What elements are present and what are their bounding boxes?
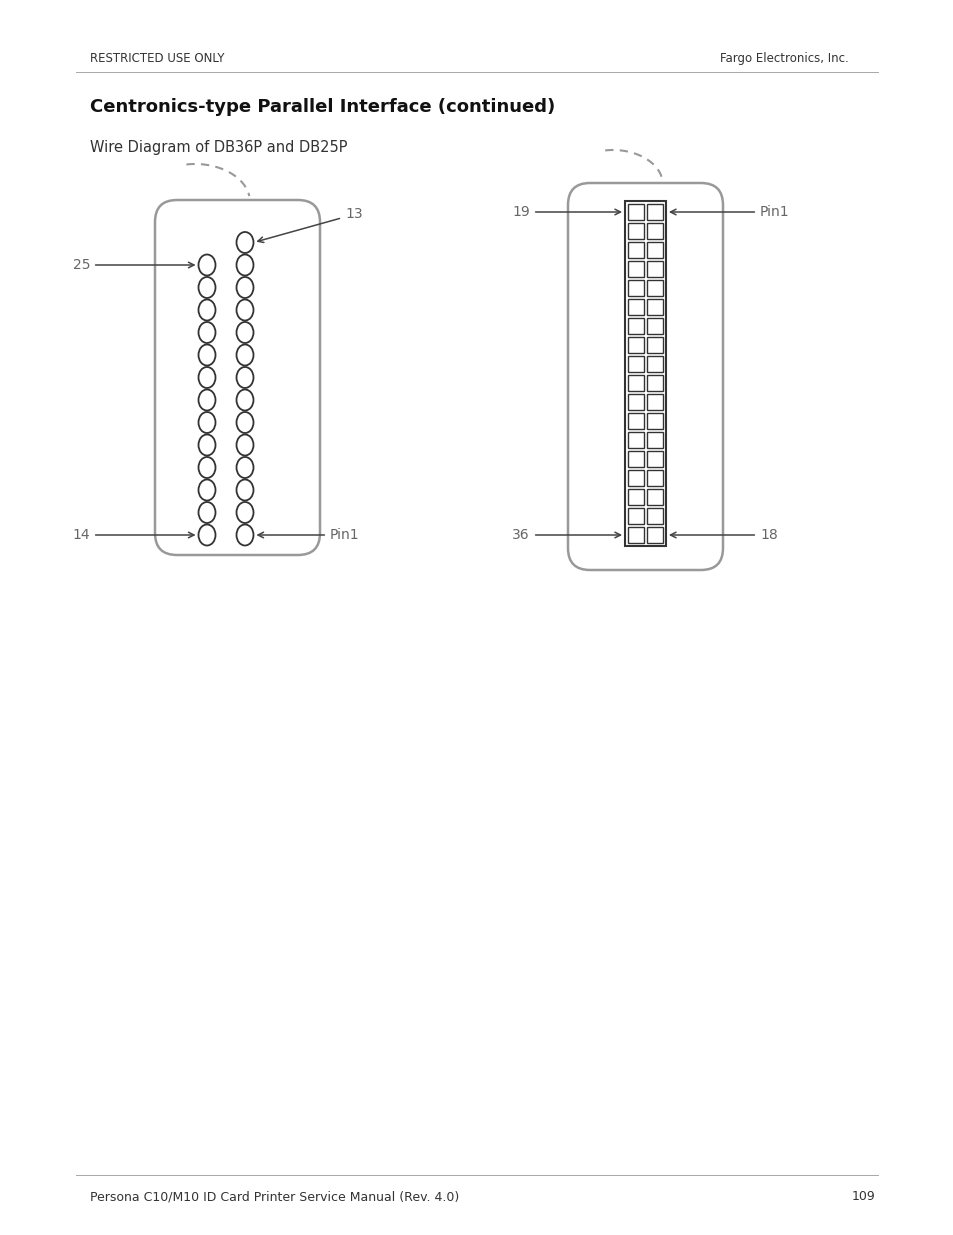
Bar	[646, 471, 662, 487]
Ellipse shape	[198, 254, 215, 275]
Bar	[646, 204, 662, 220]
Bar	[627, 280, 643, 296]
Ellipse shape	[198, 389, 215, 410]
Bar	[646, 412, 662, 429]
Bar	[624, 201, 665, 546]
Ellipse shape	[236, 435, 253, 456]
Bar	[627, 261, 643, 277]
Ellipse shape	[198, 277, 215, 298]
Bar	[627, 242, 643, 258]
Ellipse shape	[236, 322, 253, 343]
Ellipse shape	[198, 501, 215, 522]
Bar	[646, 337, 662, 353]
Text: 18: 18	[670, 529, 777, 542]
Text: 13: 13	[257, 207, 362, 242]
Bar	[646, 394, 662, 410]
Ellipse shape	[198, 479, 215, 500]
Ellipse shape	[198, 345, 215, 366]
Ellipse shape	[236, 457, 253, 478]
Text: RESTRICTED USE ONLY: RESTRICTED USE ONLY	[90, 52, 224, 65]
Bar	[627, 317, 643, 333]
Ellipse shape	[236, 345, 253, 366]
Ellipse shape	[236, 412, 253, 433]
Bar	[627, 471, 643, 487]
Bar	[627, 375, 643, 391]
Bar	[646, 317, 662, 333]
Bar	[627, 508, 643, 524]
Text: Pin1: Pin1	[257, 529, 359, 542]
Bar	[627, 394, 643, 410]
Bar	[646, 224, 662, 240]
Bar	[646, 356, 662, 372]
Text: 19: 19	[512, 205, 619, 219]
Ellipse shape	[236, 479, 253, 500]
Text: Persona C10/M10 ID Card Printer Service Manual (Rev. 4.0): Persona C10/M10 ID Card Printer Service …	[90, 1191, 458, 1203]
Bar	[627, 412, 643, 429]
Bar	[627, 356, 643, 372]
Ellipse shape	[236, 501, 253, 522]
Bar	[646, 527, 662, 543]
Bar	[627, 299, 643, 315]
Bar	[627, 489, 643, 505]
Ellipse shape	[236, 232, 253, 253]
Ellipse shape	[198, 322, 215, 343]
Text: 36: 36	[512, 529, 619, 542]
Text: Centronics-type Parallel Interface (continued): Centronics-type Parallel Interface (cont…	[90, 98, 555, 116]
Text: 25: 25	[72, 258, 193, 272]
Bar	[646, 489, 662, 505]
Ellipse shape	[198, 525, 215, 546]
Bar	[646, 261, 662, 277]
Bar	[646, 280, 662, 296]
Bar	[627, 337, 643, 353]
Ellipse shape	[198, 367, 215, 388]
Bar	[627, 432, 643, 448]
Ellipse shape	[198, 300, 215, 321]
Text: 109: 109	[850, 1191, 874, 1203]
Bar	[646, 242, 662, 258]
Bar	[627, 224, 643, 240]
Ellipse shape	[236, 254, 253, 275]
Text: Pin1: Pin1	[670, 205, 789, 219]
Bar	[627, 451, 643, 467]
FancyBboxPatch shape	[154, 200, 319, 555]
Ellipse shape	[236, 277, 253, 298]
Text: Fargo Electronics, Inc.: Fargo Electronics, Inc.	[720, 52, 848, 65]
Ellipse shape	[198, 412, 215, 433]
FancyBboxPatch shape	[567, 183, 722, 571]
Bar	[646, 375, 662, 391]
Text: 14: 14	[72, 529, 193, 542]
Ellipse shape	[236, 389, 253, 410]
Bar	[627, 204, 643, 220]
Bar	[646, 432, 662, 448]
Text: Wire Diagram of DB36P and DB25P: Wire Diagram of DB36P and DB25P	[90, 140, 347, 156]
Ellipse shape	[236, 300, 253, 321]
Bar	[627, 527, 643, 543]
Bar	[646, 451, 662, 467]
Bar	[646, 508, 662, 524]
Bar	[646, 299, 662, 315]
Ellipse shape	[198, 435, 215, 456]
Ellipse shape	[236, 525, 253, 546]
Ellipse shape	[198, 457, 215, 478]
Ellipse shape	[236, 367, 253, 388]
